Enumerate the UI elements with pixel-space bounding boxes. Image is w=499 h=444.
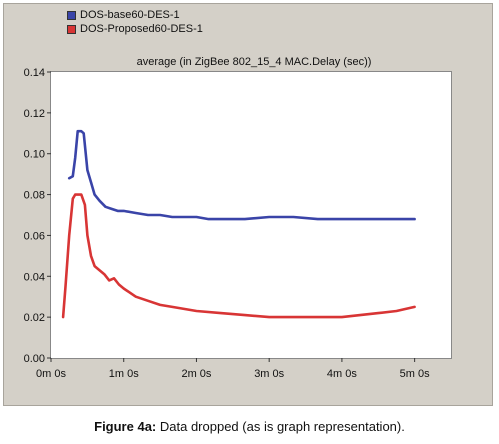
- y-tick-label: 0.14: [24, 67, 45, 79]
- legend: DOS-base60-DES-1 DOS-Proposed60-DES-1: [67, 8, 203, 36]
- legend-swatch-proposed: [67, 24, 76, 34]
- x-tick-label: 0m 0s: [36, 368, 66, 380]
- series-line-proposed: [61, 193, 416, 319]
- y-tick-label: 0.10: [24, 149, 45, 161]
- x-tick-label: 1m 0s: [109, 368, 139, 380]
- y-tick-label: 0.04: [24, 271, 45, 283]
- x-tick-label: 4m 0s: [327, 368, 357, 380]
- series-line-base: [67, 129, 416, 221]
- figure-caption: Figure 4a: Data dropped (as is graph rep…: [0, 419, 499, 434]
- y-tick-label: 0.06: [24, 230, 45, 242]
- plot-area: [50, 71, 452, 359]
- y-tick-label: 0.02: [24, 312, 45, 324]
- x-tick-label: 2m 0s: [181, 368, 211, 380]
- chart-svg: 0.00 0.02 0.04 0.06 0.08 0.10 0.12 0.14 0m 0s 1m …: [24, 67, 431, 380]
- x-tick-label: 3m 0s: [254, 368, 284, 380]
- y-tick-label: 0.08: [24, 190, 45, 202]
- x-tick-label: 5m 0s: [400, 368, 430, 380]
- legend-swatch-base: [67, 10, 76, 20]
- legend-item-base: DOS-base60-DES-1: [67, 8, 203, 22]
- legend-item-proposed: DOS-Proposed60-DES-1: [67, 22, 203, 36]
- y-tick-label: 0.12: [24, 108, 45, 120]
- chart-panel: DOS-base60-DES-1 DOS-Proposed60-DES-1 av…: [3, 3, 493, 406]
- chart-title: average (in ZigBee 802_15_4 MAC.Delay (s…: [136, 56, 372, 68]
- legend-label-base: DOS-base60-DES-1: [80, 9, 180, 21]
- caption-label: Figure 4a:: [94, 419, 157, 434]
- legend-label-proposed: DOS-Proposed60-DES-1: [80, 23, 203, 35]
- y-tick-label: 0.00: [24, 353, 45, 365]
- caption-text: Data dropped (as is graph representation…: [159, 419, 405, 434]
